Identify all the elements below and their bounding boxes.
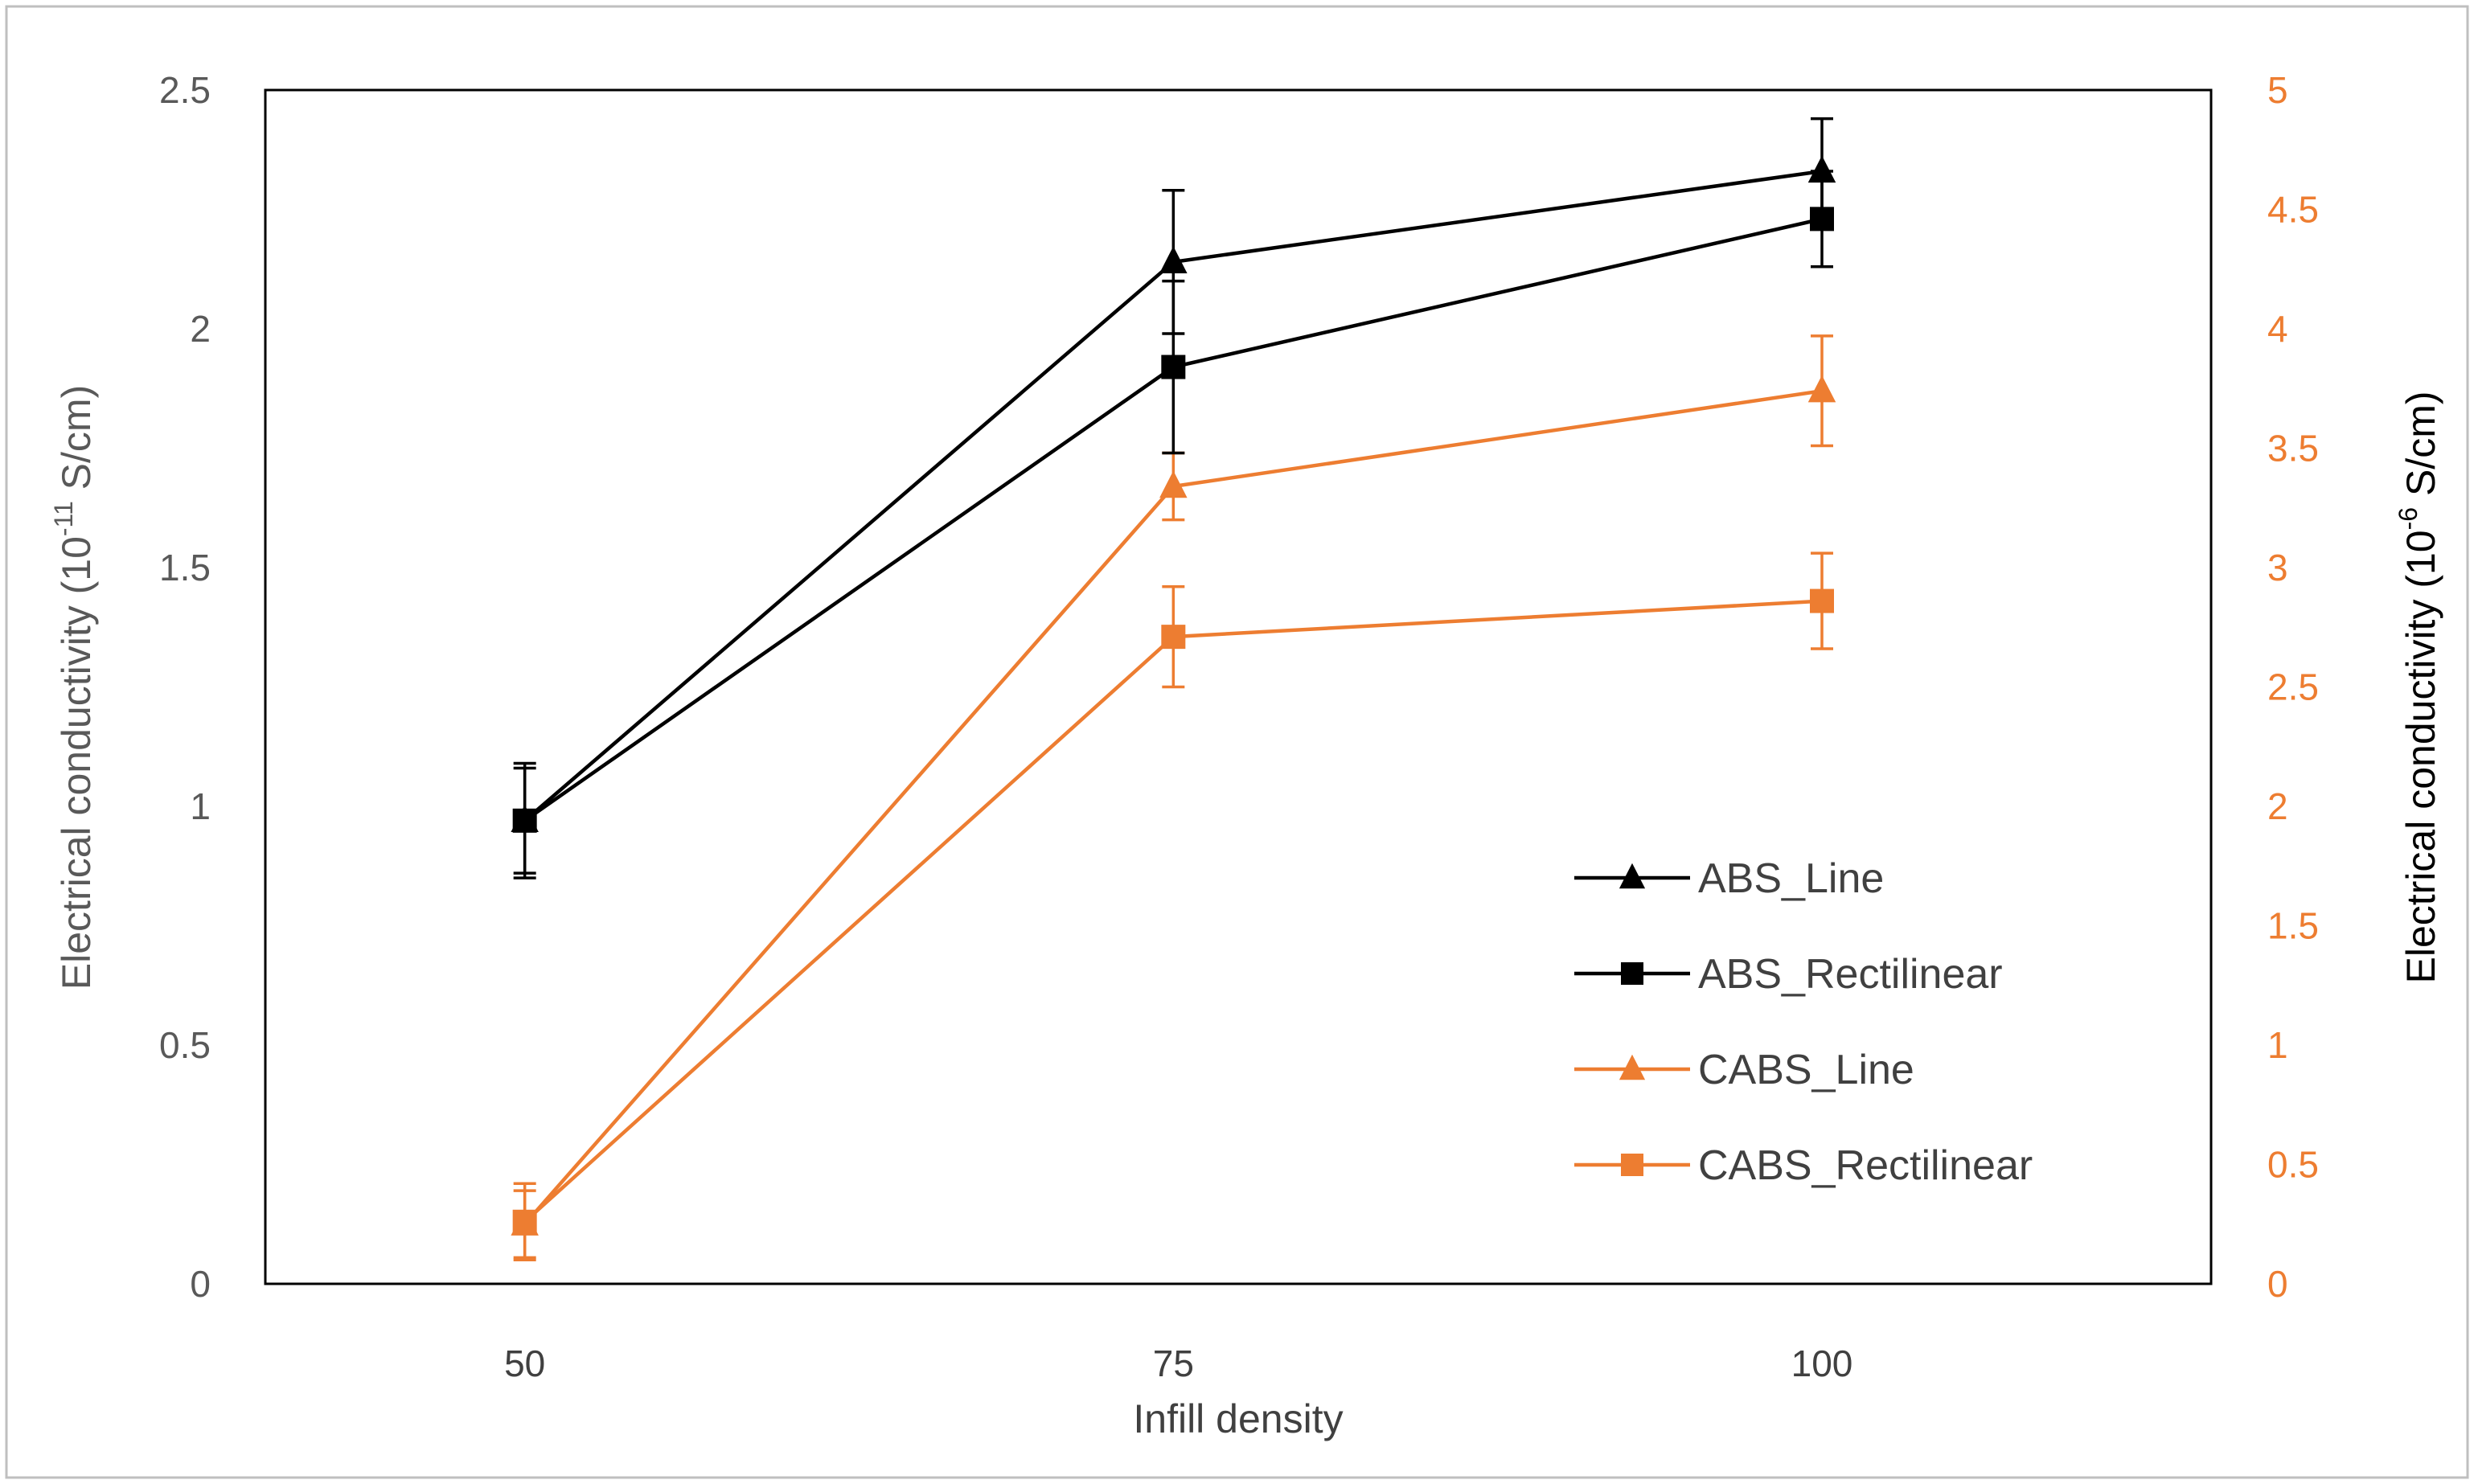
legend: ABS_Line ABS_Rectilinear CABS_Line CABS_Rec… [1574, 855, 2033, 1189]
left-tick-label: 1 [190, 785, 211, 827]
x-tick-label: 100 [1791, 1343, 1853, 1384]
left-tick-label: 1.5 [159, 547, 211, 588]
right-tick-label: 5 [2267, 69, 2288, 111]
data-point [1161, 625, 1186, 650]
series-cabs-rectilinear [512, 551, 1834, 1262]
plot-area [264, 88, 2213, 1285]
x-tick-label: 50 [504, 1343, 545, 1384]
series-abs-rectilinear [512, 170, 1834, 875]
right-tick-label: 0 [2267, 1263, 2288, 1305]
right-tick-label: 2 [2267, 785, 2288, 827]
right-tick-label: 1 [2267, 1024, 2288, 1066]
data-point [1159, 470, 1188, 498]
left-tick-label: 0.5 [159, 1024, 211, 1066]
left-tick-label: 2.5 [159, 69, 211, 111]
data-point [1807, 155, 1836, 183]
data-point [1159, 246, 1188, 274]
right-tick-label: 0.5 [2267, 1144, 2319, 1186]
legend-marker [1619, 1054, 1646, 1080]
data-point [1161, 355, 1186, 379]
legend-marker [1621, 962, 1643, 985]
data-point [512, 1209, 537, 1234]
right-tick-label: 3.5 [2267, 428, 2319, 469]
right-tick-label: 4.5 [2267, 189, 2319, 231]
right-tick-label: 1.5 [2267, 905, 2319, 947]
right-axis-title: Electrical conductivity (10-6 S/cm) [2394, 391, 2443, 983]
left-axis-title: Electrical conductivity (10-11 S/cm) [49, 385, 99, 990]
x-axis-title: Infill density [1133, 1396, 1343, 1441]
legend-marker [1619, 863, 1646, 889]
left-tick-label: 0 [190, 1263, 211, 1305]
legend-label: CABS_Rectilinear [1698, 1142, 2033, 1189]
legend-label: CABS_Line [1698, 1047, 1914, 1093]
left-tick-label: 2 [190, 308, 211, 350]
right-tick-label: 3 [2267, 547, 2288, 588]
series-layer [511, 117, 1836, 1262]
data-point [1810, 588, 1834, 613]
right-axis-ticks: 0 0.5 1 1.5 2 2.5 3 3.5 4 4.5 5 [2267, 69, 2319, 1305]
right-tick-label: 4 [2267, 308, 2288, 350]
legend-item: ABS_Line [1574, 855, 1884, 902]
legend-label: ABS_Rectilinear [1698, 951, 2003, 998]
legend-item: CABS_Line [1574, 1047, 1914, 1093]
x-axis-ticks: 50 75 100 [504, 1343, 1852, 1384]
data-point [1807, 375, 1836, 403]
data-point [512, 808, 537, 833]
legend-item: ABS_Rectilinear [1574, 951, 2003, 998]
legend-item: CABS_Rectilinear [1574, 1142, 2033, 1189]
left-axis-ticks: 0 0.5 1 1.5 2 2.5 [159, 69, 211, 1305]
x-tick-label: 75 [1153, 1343, 1194, 1384]
chart-frame [5, 5, 2469, 1479]
legend-label: ABS_Line [1698, 855, 1884, 902]
data-point [1810, 207, 1834, 232]
legend-marker [1621, 1154, 1643, 1176]
right-tick-label: 2.5 [2267, 666, 2319, 708]
